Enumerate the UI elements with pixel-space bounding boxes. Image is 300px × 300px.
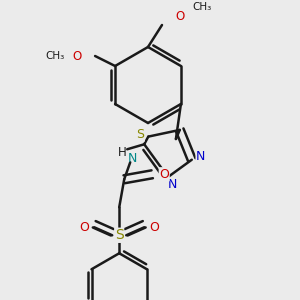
Text: CH₃: CH₃	[46, 51, 65, 61]
Text: H: H	[118, 146, 127, 159]
Text: CH₃: CH₃	[192, 2, 211, 12]
Text: N: N	[167, 178, 177, 191]
Text: O: O	[79, 221, 89, 234]
Text: N: N	[196, 150, 206, 163]
Text: O: O	[149, 221, 159, 234]
Text: O: O	[159, 168, 169, 181]
Text: O: O	[176, 11, 184, 23]
Text: S: S	[136, 128, 144, 141]
Text: O: O	[73, 50, 82, 62]
Text: N: N	[128, 152, 137, 165]
Text: S: S	[115, 228, 124, 242]
